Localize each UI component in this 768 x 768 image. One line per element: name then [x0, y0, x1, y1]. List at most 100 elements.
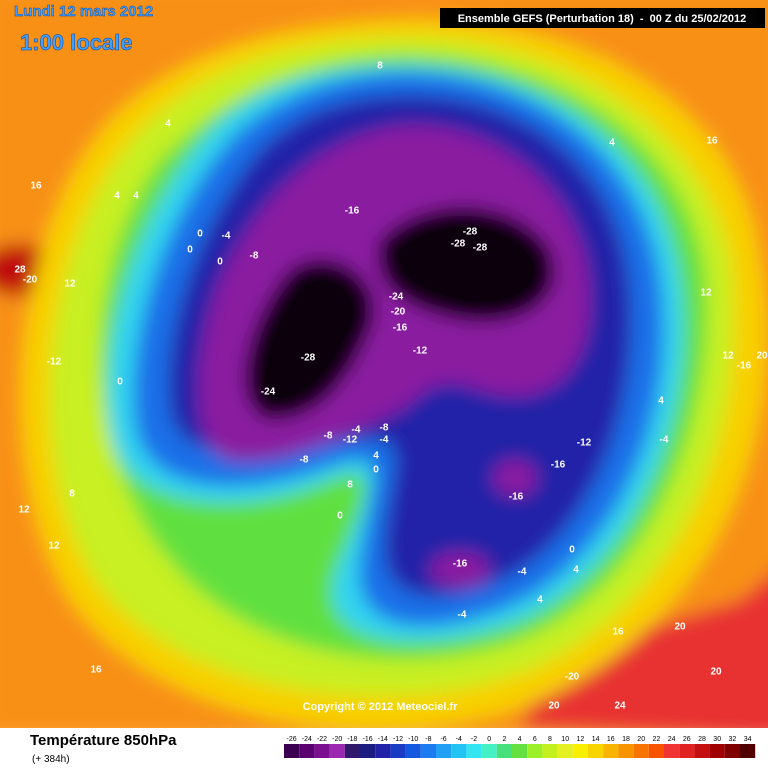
legend-label: 28 — [698, 736, 706, 743]
contour-label: -28 — [451, 239, 466, 250]
legend-swatch — [451, 744, 467, 758]
legend-label: -24 — [302, 736, 312, 743]
legend-label: 32 — [729, 736, 737, 743]
legend-label: 10 — [561, 736, 569, 743]
legend-swatch — [512, 744, 528, 758]
contour-label: 0 — [217, 257, 223, 268]
legend-label: 4 — [518, 736, 522, 743]
legend-swatch — [527, 744, 543, 758]
contour-label: -8 — [324, 431, 333, 442]
legend-swatch — [299, 744, 315, 758]
legend-swatch — [633, 744, 649, 758]
contour-label: 12 — [64, 279, 76, 290]
legend-swatch — [572, 744, 588, 758]
legend-label: -2 — [471, 736, 477, 743]
contour-label: -12 — [343, 435, 358, 446]
legend-swatch — [648, 744, 664, 758]
contour-label: 16 — [706, 136, 718, 147]
contour-label: 8 — [347, 480, 353, 491]
contour-label: -4 — [222, 231, 231, 242]
contour-label: 16 — [612, 627, 624, 638]
legend-label: 12 — [577, 736, 585, 743]
contour-label: 20 — [756, 351, 768, 362]
legend-label: -20 — [332, 736, 342, 743]
legend-label: 0 — [487, 736, 491, 743]
legend-label: -8 — [425, 736, 431, 743]
contour-label: -4 — [458, 610, 467, 621]
contour-label: 0 — [197, 229, 203, 240]
legend-swatch — [740, 744, 756, 758]
contour-label: -4 — [660, 435, 669, 446]
contour-label: -28 — [301, 353, 316, 364]
legend-label: -10 — [408, 736, 418, 743]
legend-label: 26 — [683, 736, 691, 743]
contour-label: -8 — [250, 251, 259, 262]
temperature-field — [0, 0, 768, 740]
contour-label: -16 — [509, 492, 524, 503]
legend-label: 16 — [607, 736, 615, 743]
contour-label: -20 — [391, 307, 406, 318]
legend-label: 8 — [548, 736, 552, 743]
contour-label: -16 — [345, 206, 360, 217]
legend-swatch — [481, 744, 497, 758]
legend-swatch — [360, 744, 376, 758]
legend-label: 6 — [533, 736, 537, 743]
contour-label: 16 — [90, 665, 102, 676]
contour-label: 4 — [658, 396, 664, 407]
contour-label: 12 — [722, 351, 734, 362]
contour-label: -16 — [393, 323, 408, 334]
model-label: Ensemble GEFS (Perturbation 18) - 00 Z d… — [458, 13, 747, 25]
contour-label: -28 — [463, 227, 478, 238]
contour-label: 4 — [609, 138, 615, 149]
contour-label: 0 — [117, 377, 123, 388]
contour-label: 12 — [700, 288, 712, 299]
field-black — [378, 207, 555, 322]
legend-swatch — [390, 744, 406, 758]
color-legend: -26 -24 -22 -20 -18 -16 -14 -12 -10 -8 -6 -4 -2 0 2 4 6 8… — [284, 736, 756, 758]
contour-label: 4 — [133, 191, 139, 202]
contour-label: 16 — [30, 181, 42, 192]
legend-label: -14 — [378, 736, 388, 743]
field-purple — [430, 552, 490, 588]
footer-title: Température 850hPa — [30, 732, 177, 749]
legend-label: 20 — [637, 736, 645, 743]
contour-label: -28 — [473, 243, 488, 254]
field-purple — [493, 460, 537, 496]
contour-label: -8 — [300, 455, 309, 466]
contour-label: 4 — [373, 451, 379, 462]
legend-label: -6 — [440, 736, 446, 743]
field-black — [245, 259, 374, 420]
legend-swatch — [375, 744, 391, 758]
legend-label: 24 — [668, 736, 676, 743]
contour-label: 4 — [573, 565, 579, 576]
legend-label: -22 — [317, 736, 327, 743]
contour-label: 0 — [373, 465, 379, 476]
legend-swatch — [724, 744, 740, 758]
contour-label: 20 — [674, 622, 686, 633]
date-label: Lundi 12 mars 2012 — [14, 3, 153, 20]
legend-label: 22 — [653, 736, 661, 743]
legend-swatch — [344, 744, 360, 758]
legend-label: 14 — [592, 736, 600, 743]
contour-label: 4 — [165, 119, 171, 130]
legend-label: -12 — [393, 736, 403, 743]
legend-swatch — [436, 744, 452, 758]
contour-label: 20 — [710, 667, 722, 678]
legend-swatch — [329, 744, 345, 758]
time-label: 1:00 locale — [20, 30, 133, 55]
contour-label: -20 — [23, 275, 38, 286]
legend-label: 34 — [744, 736, 752, 743]
contour-label: 0 — [337, 511, 343, 522]
contour-label: 12 — [48, 541, 60, 552]
legend-swatch — [420, 744, 436, 758]
legend-swatch — [466, 744, 482, 758]
contour-label: -24 — [261, 387, 276, 398]
legend-swatch — [709, 744, 725, 758]
legend-swatch — [603, 744, 619, 758]
legend-label: -18 — [347, 736, 357, 743]
contour-label: 4 — [537, 595, 543, 606]
contour-label: -16 — [551, 460, 566, 471]
contour-label: -16 — [737, 361, 752, 372]
legend-label: 30 — [713, 736, 721, 743]
